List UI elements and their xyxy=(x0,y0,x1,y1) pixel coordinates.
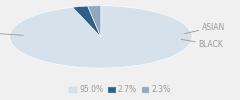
Text: ASIAN: ASIAN xyxy=(185,23,225,34)
Wedge shape xyxy=(73,6,101,37)
Text: BLACK: BLACK xyxy=(181,39,223,49)
Text: WHITE: WHITE xyxy=(0,28,23,36)
Wedge shape xyxy=(88,6,101,37)
Legend: 95.0%, 2.7%, 2.3%: 95.0%, 2.7%, 2.3% xyxy=(66,82,174,98)
Wedge shape xyxy=(10,6,192,68)
